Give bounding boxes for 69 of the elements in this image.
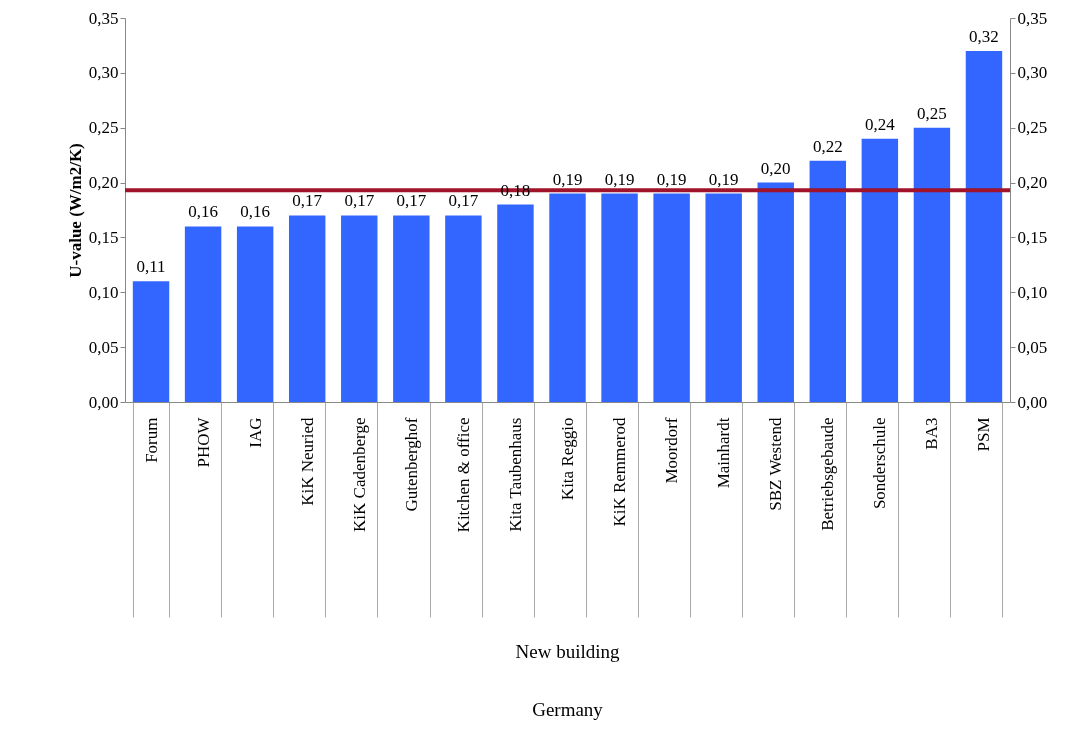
- y-tick-label: 0,20: [88, 173, 119, 193]
- data-label: 0,22: [812, 136, 843, 156]
- bar: [549, 193, 586, 402]
- text: Germany: [532, 699, 604, 720]
- x-tick-label: SBZ Westend: [766, 417, 786, 511]
- bar: [132, 281, 170, 402]
- x-tick-label: Sonderschule: [870, 417, 890, 510]
- y-axis-title: U-value (W/m2/K): [65, 143, 85, 278]
- bar: [341, 215, 378, 402]
- y-tick-label: 0,25: [88, 118, 119, 138]
- bar: [809, 160, 847, 402]
- data-label: 0,17: [292, 191, 323, 211]
- data-label: 0,24: [864, 114, 896, 134]
- x-tick-label: PHOW: [193, 416, 213, 468]
- bar: [705, 193, 742, 402]
- y-tick-label: 0,35: [88, 8, 119, 28]
- y2-tick-label: 0,10: [1017, 282, 1048, 302]
- x-tick-label: Kitchen & office: [453, 417, 473, 533]
- y-tick-label: 0,15: [88, 227, 119, 247]
- data-label: 0,20: [760, 158, 791, 178]
- data-label: 0,17: [448, 191, 479, 211]
- bar: [236, 226, 274, 402]
- data-label: 0,16: [188, 202, 218, 222]
- text: New building: [515, 641, 620, 662]
- data-label: 0,25: [917, 103, 947, 123]
- data-label: 0,19: [552, 169, 583, 189]
- x-tick-label: IAG: [245, 417, 265, 448]
- data-label: 0,11: [136, 257, 166, 277]
- bar: [601, 193, 638, 402]
- bar: [861, 138, 899, 402]
- x-tick-label: KiK Remmerod: [610, 417, 630, 527]
- y2-tick-label: 0,35: [1017, 8, 1048, 28]
- bar: [184, 226, 222, 402]
- bar: [965, 50, 1003, 402]
- bar: [288, 215, 326, 402]
- y2-tick-label: 0,20: [1017, 173, 1048, 193]
- y2-tick-label: 0,00: [1017, 392, 1048, 412]
- x-tick-label: KiK Cadenberge: [349, 417, 369, 532]
- x-tick-label: Gutenberghof: [401, 417, 421, 512]
- y2-tick-label: 0,15: [1017, 227, 1048, 247]
- bar: [393, 215, 430, 402]
- x-tick-label: Kita Reggio: [558, 417, 577, 501]
- x-tick-label: Betriebsgebaude: [818, 417, 838, 531]
- y2-tick-label: 0,25: [1017, 118, 1048, 138]
- y-tick-label: 0,00: [88, 392, 119, 412]
- y-tick-label: 0,10: [88, 282, 119, 302]
- data-label: 0,19: [656, 169, 687, 189]
- bar: [913, 127, 951, 402]
- data-label: 0,17: [344, 191, 375, 211]
- y2-tick-label: 0,30: [1017, 63, 1048, 83]
- y-tick-label: 0,30: [88, 63, 119, 83]
- data-label: 0,19: [604, 169, 635, 189]
- data-label: 0,17: [396, 191, 427, 211]
- bar: [497, 204, 534, 402]
- x-tick-label: BA3: [922, 417, 942, 450]
- x-tick-label: PSM: [974, 417, 994, 452]
- x-tick-label: Kita Taubenhaus: [505, 417, 525, 532]
- data-label: 0,16: [240, 202, 271, 222]
- data-label: 0,32: [969, 26, 999, 46]
- y-tick-label: 0,05: [88, 337, 119, 357]
- y2-tick-label: 0,05: [1017, 337, 1048, 357]
- x-tick-label: Mainhardt: [714, 417, 734, 489]
- bar: [445, 215, 482, 402]
- x-tick-label: Moordorf: [662, 417, 682, 484]
- bar: [653, 193, 690, 402]
- bar: [757, 182, 794, 402]
- x-tick-label: KiK Neuried: [297, 417, 317, 506]
- data-label: 0,19: [708, 169, 739, 189]
- x-tick-label: Forum: [141, 417, 161, 463]
